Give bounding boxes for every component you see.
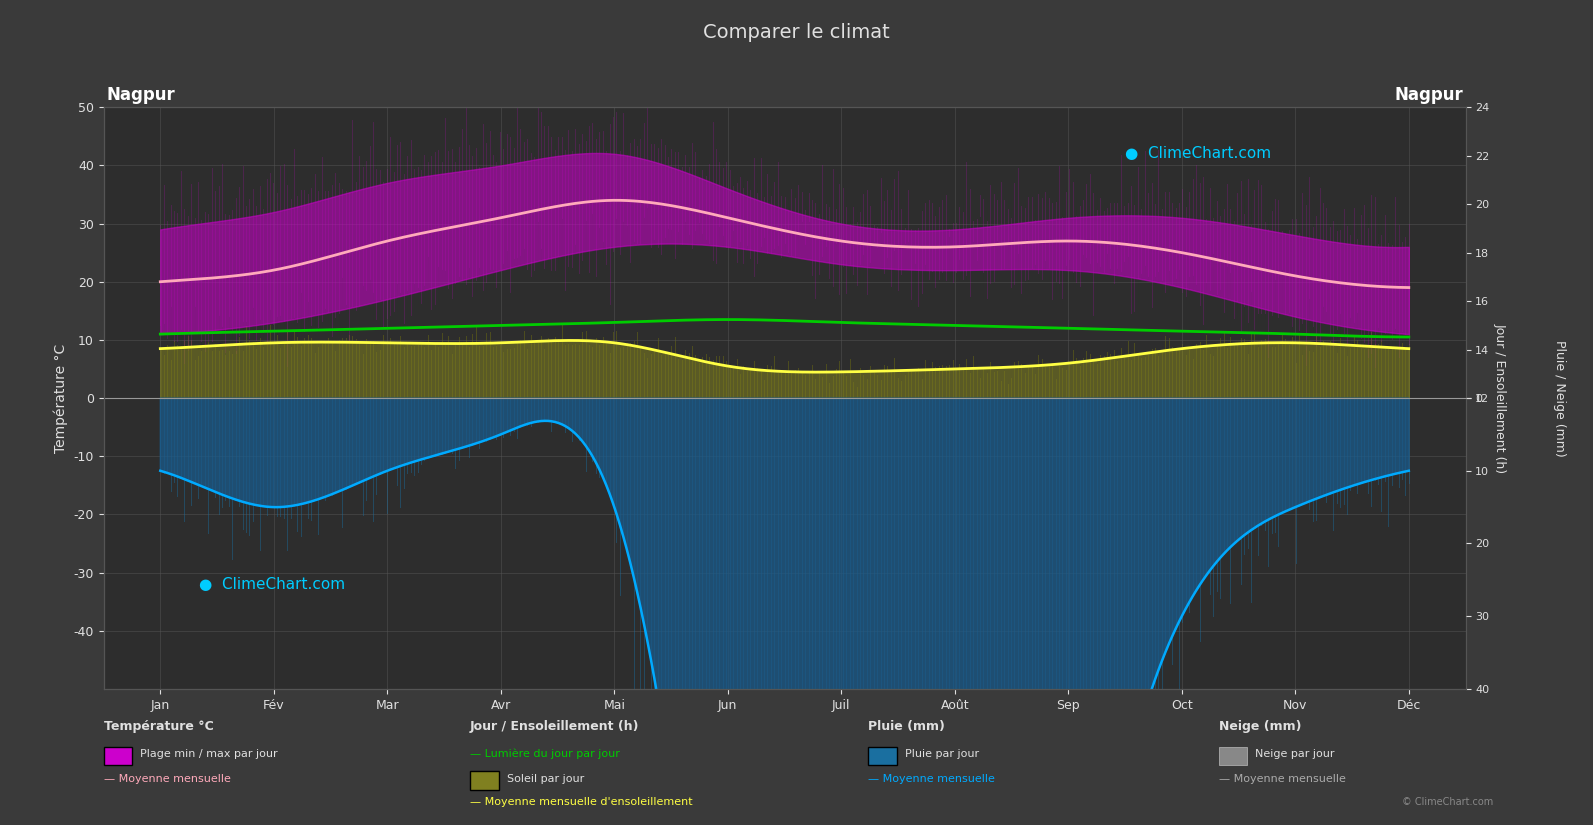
Text: Nagpur: Nagpur xyxy=(1394,87,1462,104)
Text: Jour / Ensoleillement (h): Jour / Ensoleillement (h) xyxy=(470,720,639,733)
Text: Soleil par jour: Soleil par jour xyxy=(507,774,583,784)
Text: Nagpur: Nagpur xyxy=(107,87,175,104)
Text: Température °C: Température °C xyxy=(104,720,213,733)
Text: — Moyenne mensuelle: — Moyenne mensuelle xyxy=(868,774,996,784)
Y-axis label: Jour / Ensoleillement (h): Jour / Ensoleillement (h) xyxy=(1493,323,1507,473)
Text: — Lumière du jour par jour: — Lumière du jour par jour xyxy=(470,749,620,759)
Text: Plage min / max par jour: Plage min / max par jour xyxy=(140,749,277,759)
Text: Neige par jour: Neige par jour xyxy=(1255,749,1335,759)
Text: Comparer le climat: Comparer le climat xyxy=(703,23,890,42)
Text: Pluie par jour: Pluie par jour xyxy=(905,749,980,759)
Y-axis label: Température °C: Température °C xyxy=(54,343,68,453)
Text: Pluie (mm): Pluie (mm) xyxy=(868,720,945,733)
Text: — Moyenne mensuelle: — Moyenne mensuelle xyxy=(104,774,231,784)
Text: Neige (mm): Neige (mm) xyxy=(1219,720,1301,733)
Text: ●  ClimeChart.com: ● ClimeChart.com xyxy=(1125,146,1271,161)
Text: ●  ClimeChart.com: ● ClimeChart.com xyxy=(199,577,346,592)
Text: — Moyenne mensuelle: — Moyenne mensuelle xyxy=(1219,774,1346,784)
Y-axis label: Pluie / Neige (mm): Pluie / Neige (mm) xyxy=(1553,340,1566,456)
Text: © ClimeChart.com: © ClimeChart.com xyxy=(1402,797,1493,807)
Text: — Moyenne mensuelle d'ensoleillement: — Moyenne mensuelle d'ensoleillement xyxy=(470,797,693,807)
